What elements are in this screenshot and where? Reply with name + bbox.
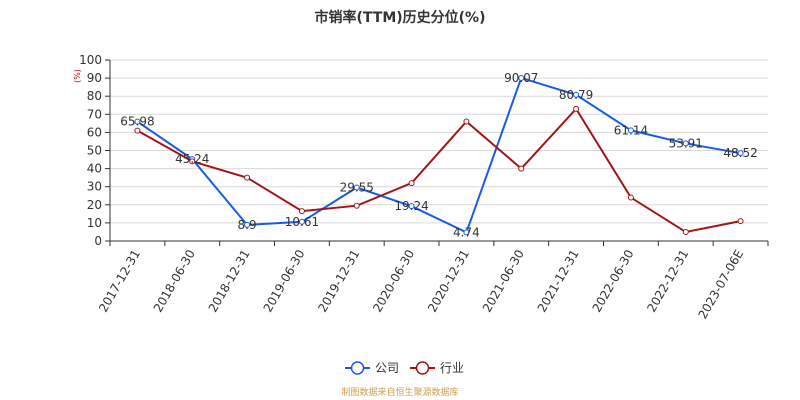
y-tick-label: 40 xyxy=(87,162,102,176)
data-label: 10.61 xyxy=(285,215,319,229)
data-point-0 xyxy=(682,140,689,147)
y-tick-label: 90 xyxy=(87,71,102,85)
y-tick-label: 80 xyxy=(87,89,102,103)
x-tick-label: 2021-12-31 xyxy=(535,247,582,314)
x-tick-label: 2020-06-30 xyxy=(370,247,417,314)
data-point-0 xyxy=(408,203,415,210)
legend-item-0[interactable]: 公司 xyxy=(345,361,399,375)
data-label: 48.52 xyxy=(723,146,757,160)
chart-title: 市销率(TTM)历史分位(%) xyxy=(315,9,486,26)
data-point-1 xyxy=(244,174,251,181)
y-tick-label: 50 xyxy=(87,144,102,158)
y-axis-ticks: 0 10 20 30 40 50 60 70 80 90 100 xyxy=(79,53,110,248)
series-group xyxy=(134,74,744,236)
x-tick-label: 2023-07-06E xyxy=(695,247,746,321)
y-tick-label: 0 xyxy=(94,234,102,248)
y-tick-label: 10 xyxy=(87,216,102,230)
y-tick-label: 70 xyxy=(87,107,102,121)
legend-marker xyxy=(350,361,365,375)
x-tick-label: 2018-06-30 xyxy=(151,247,198,314)
legend[interactable]: 公司 行业 xyxy=(345,361,464,375)
y-tick-label: 100 xyxy=(79,53,102,67)
y-tick-label: 30 xyxy=(87,180,102,194)
y-tick-label: 60 xyxy=(87,125,102,139)
data-point-1 xyxy=(408,180,415,187)
data-source-note: 制图数据来自恒生聚源数据库 xyxy=(341,386,458,398)
legend-label: 公司 xyxy=(375,361,399,375)
data-point-0 xyxy=(244,221,251,228)
data-point-0 xyxy=(737,150,744,157)
data-label: 80.79 xyxy=(559,88,593,102)
data-point-1 xyxy=(353,202,360,209)
data-point-0 xyxy=(134,118,141,125)
legend-label: 行业 xyxy=(440,361,464,375)
x-tick-label: 2020-12-31 xyxy=(425,247,472,314)
data-label: 19.24 xyxy=(394,199,428,213)
data-label: 29.55 xyxy=(340,181,374,195)
data-label: 65.98 xyxy=(120,115,154,129)
data-labels: 65.98 45.24 8.9 10.61 29.55 19.24 4.74 90.07 80.… xyxy=(120,71,758,239)
data-point-0 xyxy=(573,91,580,98)
data-point-1 xyxy=(463,118,470,125)
data-label: 53.91 xyxy=(669,136,703,150)
data-point-0 xyxy=(627,127,634,134)
data-label: 61.14 xyxy=(614,123,648,137)
data-label: 90.07 xyxy=(504,71,538,85)
x-tick-label: 2022-06-30 xyxy=(590,247,637,314)
x-tick-label: 2021-06-30 xyxy=(480,247,527,314)
x-tick-label: 2019-12-31 xyxy=(315,247,362,314)
x-tick-label: 2017-12-31 xyxy=(96,247,143,314)
data-label: 45.24 xyxy=(175,152,209,166)
data-point-0 xyxy=(298,218,305,225)
data-point-0 xyxy=(463,229,470,236)
data-point-1 xyxy=(189,158,196,165)
x-axis-ticks: 2017-12-31 2018-06-30 2018-12-31 2019-06-30… xyxy=(96,241,769,321)
y-axis-unit: (%) xyxy=(73,69,82,83)
x-tick-label: 2019-06-30 xyxy=(261,247,308,314)
legend-item-1[interactable]: 行业 xyxy=(410,361,464,375)
data-point-1 xyxy=(737,218,744,225)
data-point-1 xyxy=(134,127,141,134)
data-point-1 xyxy=(573,105,580,112)
data-label: 8.9 xyxy=(238,218,257,232)
data-point-1 xyxy=(298,208,305,215)
data-point-1 xyxy=(627,194,634,201)
y-tick-label: 20 xyxy=(87,198,102,212)
data-point-0 xyxy=(353,184,360,191)
series-line-1 xyxy=(136,107,741,234)
data-point-1 xyxy=(518,165,525,172)
x-tick-label: 2018-12-31 xyxy=(206,247,253,314)
legend-marker xyxy=(415,361,430,375)
data-label: 4.74 xyxy=(453,225,480,239)
data-point-1 xyxy=(682,228,689,235)
data-point-0 xyxy=(518,74,525,81)
x-tick-label: 2022-12-31 xyxy=(644,247,691,314)
series-line-0 xyxy=(136,76,741,234)
